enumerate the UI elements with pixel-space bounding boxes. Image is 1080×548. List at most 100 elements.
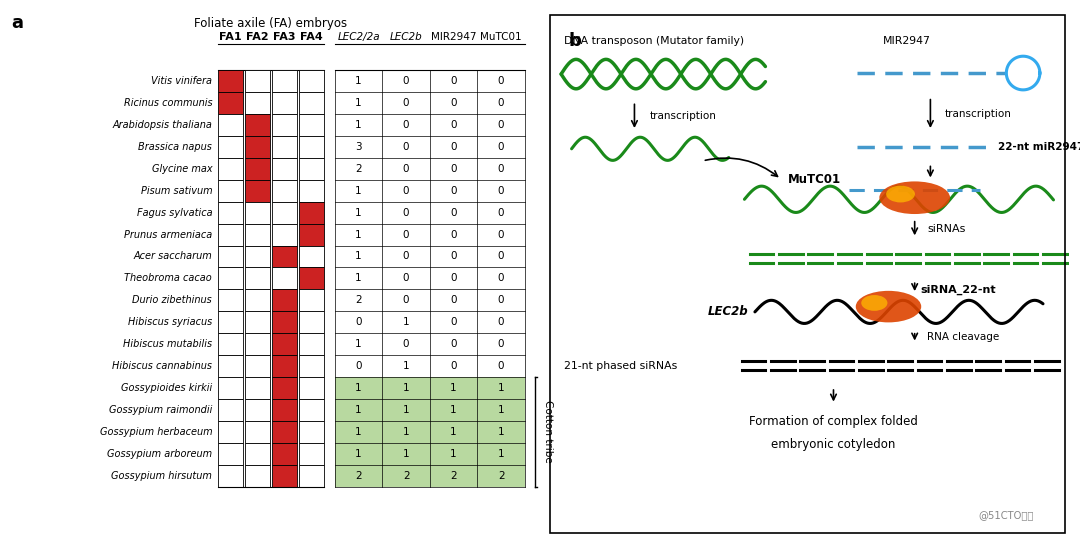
Bar	[271, 333, 297, 355]
Bar	[335, 158, 382, 180]
Bar	[382, 311, 430, 333]
Bar	[218, 443, 243, 465]
Text: 0: 0	[450, 120, 457, 130]
Bar	[298, 158, 324, 180]
Text: 1: 1	[355, 383, 362, 393]
Text: Durio zibethinus: Durio zibethinus	[133, 295, 212, 305]
Text: 1: 1	[403, 383, 409, 393]
Bar	[244, 267, 270, 289]
Bar	[335, 224, 382, 246]
Bar	[244, 224, 270, 246]
Text: 0: 0	[498, 142, 504, 152]
Text: 1: 1	[355, 186, 362, 196]
Bar	[477, 136, 525, 158]
Text: 0: 0	[498, 230, 504, 239]
Text: 2: 2	[450, 471, 457, 481]
Bar	[244, 377, 270, 399]
Text: 0: 0	[450, 208, 457, 218]
Bar	[298, 267, 324, 289]
Bar	[271, 180, 297, 202]
Bar	[298, 114, 324, 136]
Bar	[382, 333, 430, 355]
Bar	[335, 333, 382, 355]
Text: 0: 0	[403, 208, 409, 218]
Bar	[298, 443, 324, 465]
Text: 1: 1	[498, 449, 504, 459]
Bar	[218, 202, 243, 224]
Text: 1: 1	[498, 427, 504, 437]
Bar	[477, 246, 525, 267]
Bar	[430, 158, 477, 180]
Text: siRNAs: siRNAs	[928, 224, 967, 234]
Text: 2: 2	[498, 471, 504, 481]
Text: FA3: FA3	[273, 32, 296, 42]
Bar	[271, 399, 297, 421]
Bar	[271, 355, 297, 377]
Bar	[271, 443, 297, 465]
Bar	[382, 92, 430, 114]
Text: LEC2b: LEC2b	[707, 305, 748, 318]
Bar	[430, 224, 477, 246]
Bar	[271, 465, 297, 487]
Text: 0: 0	[403, 142, 409, 152]
Bar	[382, 355, 430, 377]
Bar	[218, 377, 243, 399]
Bar	[298, 202, 324, 224]
Bar	[271, 289, 297, 311]
Text: 0: 0	[450, 317, 457, 327]
Bar	[218, 333, 243, 355]
Bar	[430, 465, 477, 487]
Text: 1: 1	[355, 98, 362, 108]
Text: 0: 0	[450, 339, 457, 349]
Bar	[382, 465, 430, 487]
Bar	[271, 114, 297, 136]
Bar	[477, 399, 525, 421]
Text: LEC2b: LEC2b	[390, 32, 422, 42]
Ellipse shape	[879, 181, 950, 214]
Text: 0: 0	[450, 230, 457, 239]
Bar	[244, 114, 270, 136]
Text: Cotton tribe: Cotton tribe	[543, 401, 553, 463]
Bar	[218, 465, 243, 487]
Bar	[477, 92, 525, 114]
Bar	[298, 333, 324, 355]
Text: 2: 2	[403, 471, 409, 481]
Text: 0: 0	[450, 76, 457, 86]
Bar	[430, 136, 477, 158]
Ellipse shape	[861, 295, 888, 311]
Bar	[430, 443, 477, 465]
Bar	[335, 355, 382, 377]
Text: 0: 0	[498, 120, 504, 130]
Text: Hibiscus syriacus: Hibiscus syriacus	[127, 317, 212, 327]
Bar	[298, 180, 324, 202]
Bar	[244, 421, 270, 443]
Text: a: a	[11, 14, 23, 32]
Bar	[271, 311, 297, 333]
Text: 1: 1	[403, 427, 409, 437]
Bar	[335, 202, 382, 224]
Bar	[244, 180, 270, 202]
Bar	[477, 377, 525, 399]
Bar	[430, 399, 477, 421]
Text: siRNA_22-nt: siRNA_22-nt	[920, 284, 996, 295]
Text: 1: 1	[355, 208, 362, 218]
Bar	[271, 224, 297, 246]
Bar	[298, 70, 324, 92]
Bar	[382, 180, 430, 202]
Text: transcription: transcription	[945, 109, 1011, 119]
Bar	[430, 355, 477, 377]
Bar	[430, 421, 477, 443]
Text: 0: 0	[450, 186, 457, 196]
Text: Prunus armeniaca: Prunus armeniaca	[124, 230, 212, 239]
Text: 22-nt miR2947: 22-nt miR2947	[999, 142, 1080, 152]
Bar	[244, 443, 270, 465]
Text: Foliate axile (FA) embryos: Foliate axile (FA) embryos	[194, 18, 348, 30]
Bar	[335, 289, 382, 311]
Ellipse shape	[855, 291, 921, 322]
Bar	[477, 267, 525, 289]
Text: 0: 0	[403, 76, 409, 86]
Bar	[477, 158, 525, 180]
Text: 0: 0	[498, 76, 504, 86]
Text: 1: 1	[450, 449, 457, 459]
Bar	[430, 289, 477, 311]
